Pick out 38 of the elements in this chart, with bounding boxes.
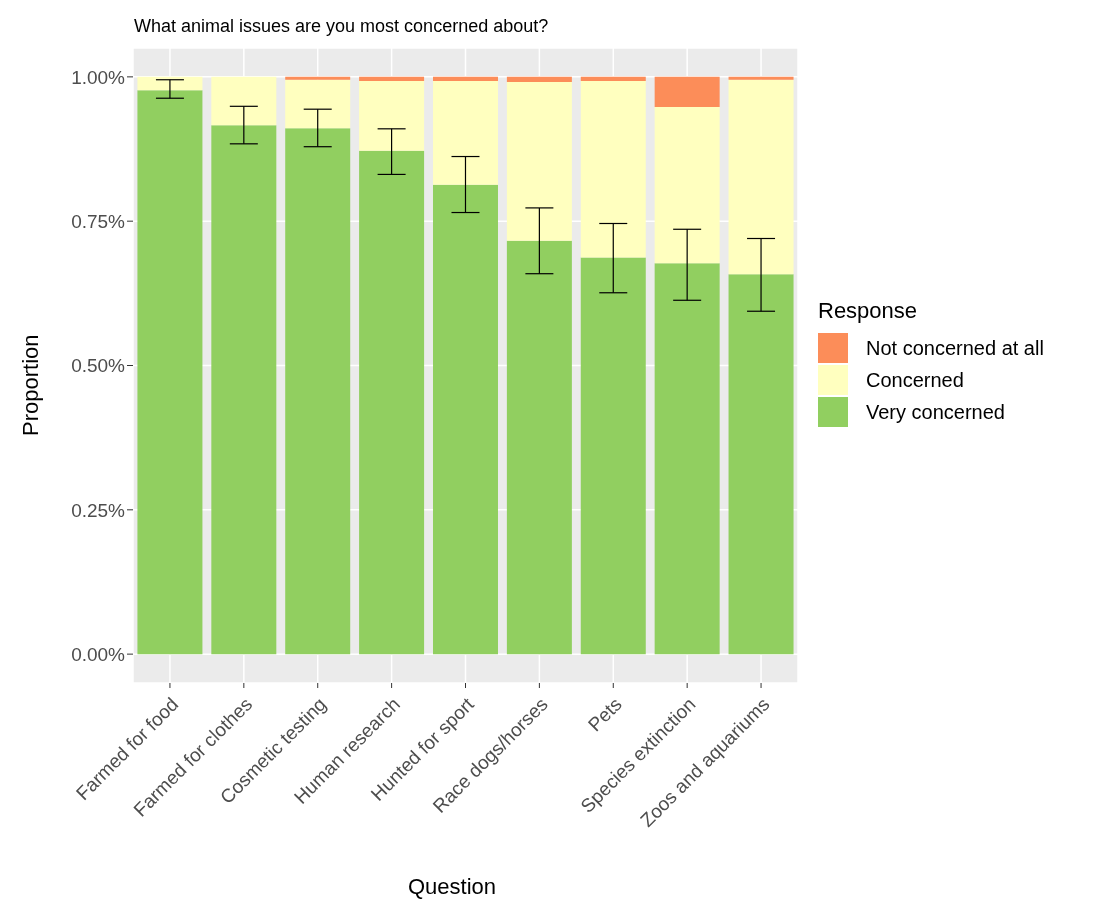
- y-tick-label: 0.25%: [71, 499, 126, 521]
- bar: [728, 274, 794, 655]
- y-tick-label: 0.00%: [71, 643, 126, 665]
- legend-label: Concerned: [866, 368, 964, 392]
- bar: [137, 90, 203, 655]
- bar: [580, 76, 646, 81]
- bar: [506, 240, 572, 655]
- y-axis-title: Proportion: [18, 334, 44, 436]
- bar: [654, 76, 720, 107]
- bar: [285, 128, 351, 655]
- bar: [580, 80, 646, 258]
- bar: [728, 76, 794, 80]
- bar: [211, 76, 277, 126]
- x-axis-title: Question: [408, 874, 497, 900]
- bar: [359, 150, 425, 655]
- bar: [285, 79, 351, 129]
- chart-title: What animal issues are you most concerned about?: [134, 16, 549, 37]
- bar: [137, 76, 203, 91]
- bar: [359, 80, 425, 151]
- bar: [728, 79, 794, 275]
- y-tick-label: 1.00%: [71, 66, 126, 88]
- bar: [285, 76, 351, 80]
- bar: [506, 76, 572, 83]
- legend-title: Response: [818, 298, 919, 324]
- bar: [432, 80, 498, 185]
- bar: [432, 76, 498, 81]
- y-tick-label: 0.75%: [71, 210, 126, 232]
- x-tick-label: Pets: [583, 693, 626, 736]
- bar: [359, 76, 425, 81]
- bar: [654, 263, 720, 655]
- legend-label: Very concerned: [866, 400, 1005, 424]
- bar: [432, 184, 498, 655]
- bar: [654, 106, 720, 264]
- y-tick-label: 0.50%: [71, 355, 126, 377]
- bar: [211, 125, 277, 655]
- bar: [580, 257, 646, 655]
- bar: [506, 82, 572, 241]
- legend-label: Not concerned at all: [866, 336, 1044, 360]
